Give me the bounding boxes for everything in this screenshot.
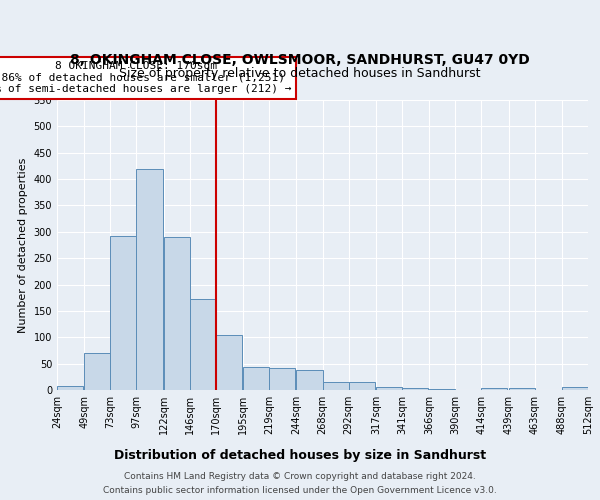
- Text: Distribution of detached houses by size in Sandhurst: Distribution of detached houses by size …: [114, 450, 486, 462]
- Bar: [57, 386, 83, 390]
- Bar: [136, 168, 163, 390]
- Text: Size of property relative to detached houses in Sandhurst: Size of property relative to detached ho…: [119, 67, 481, 80]
- Bar: [323, 382, 349, 390]
- Bar: [84, 353, 110, 390]
- Bar: [509, 388, 535, 390]
- Bar: [110, 236, 136, 390]
- Text: Contains public sector information licensed under the Open Government Licence v3: Contains public sector information licen…: [103, 486, 497, 495]
- Bar: [243, 368, 269, 390]
- Y-axis label: Number of detached properties: Number of detached properties: [18, 158, 28, 332]
- Bar: [562, 388, 588, 390]
- Bar: [190, 299, 216, 390]
- Text: 8 OKINGHAM CLOSE: 170sqm
← 86% of detached houses are smaller (1,251)
14% of sem: 8 OKINGHAM CLOSE: 170sqm ← 86% of detach…: [0, 61, 292, 94]
- Bar: [216, 334, 242, 390]
- Text: 8, OKINGHAM CLOSE, OWLSMOOR, SANDHURST, GU47 0YD: 8, OKINGHAM CLOSE, OWLSMOOR, SANDHURST, …: [70, 54, 530, 68]
- Bar: [376, 387, 402, 390]
- Bar: [429, 389, 455, 390]
- Bar: [296, 370, 323, 390]
- Bar: [164, 237, 190, 390]
- Bar: [481, 388, 508, 390]
- Bar: [269, 368, 295, 390]
- Bar: [349, 382, 375, 390]
- Bar: [402, 388, 428, 390]
- Text: Contains HM Land Registry data © Crown copyright and database right 2024.: Contains HM Land Registry data © Crown c…: [124, 472, 476, 481]
